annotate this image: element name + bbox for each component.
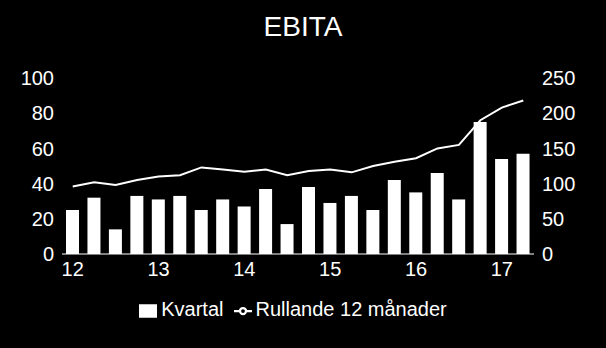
svg-text:80: 80 xyxy=(32,102,54,124)
svg-text:60: 60 xyxy=(32,138,54,160)
svg-text:250: 250 xyxy=(542,67,575,89)
svg-text:17: 17 xyxy=(491,258,513,280)
html-text:Rullande 12 månader: Rullande 12 månader xyxy=(255,298,447,320)
svg-text:50: 50 xyxy=(542,208,564,230)
svg-text:14: 14 xyxy=(233,258,255,280)
svg-text:0: 0 xyxy=(542,243,553,265)
svg-text:100: 100 xyxy=(542,173,575,195)
svg-text:150: 150 xyxy=(542,138,575,160)
svg-text:40: 40 xyxy=(32,173,54,195)
svg-text:100: 100 xyxy=(21,67,54,89)
svg-text:15: 15 xyxy=(319,258,341,280)
svg-text:0: 0 xyxy=(43,243,54,265)
svg-text:16: 16 xyxy=(405,258,427,280)
html-text:EBITA: EBITA xyxy=(263,11,343,42)
svg-text:200: 200 xyxy=(542,102,575,124)
svg-text:20: 20 xyxy=(32,208,54,230)
html-text:Kvartal: Kvartal xyxy=(161,298,224,320)
svg-text:13: 13 xyxy=(147,258,169,280)
svg-text:12: 12 xyxy=(62,258,84,280)
